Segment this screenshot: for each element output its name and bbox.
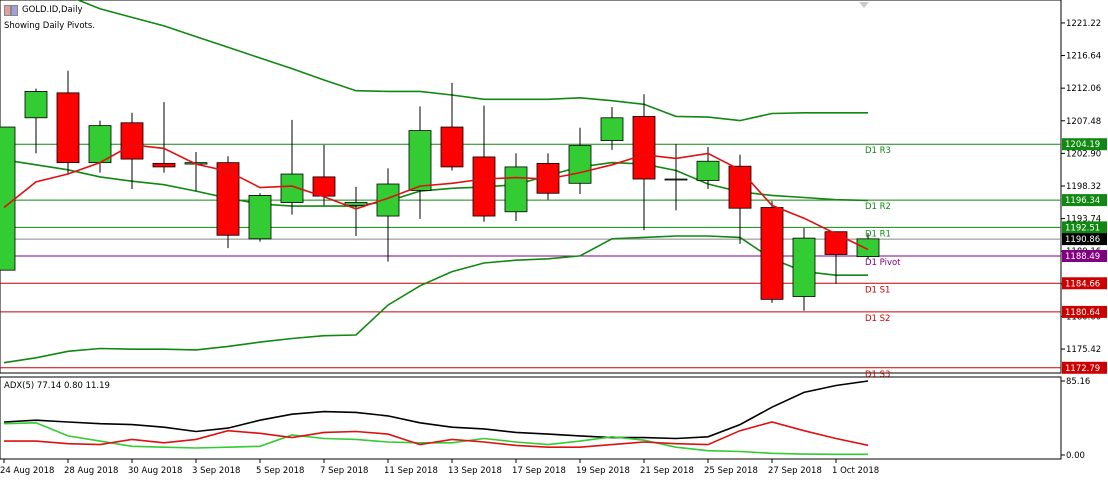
price-tick-label-5: 1198.32: [1066, 182, 1101, 192]
price-tick-label-3: 1207.48: [1066, 117, 1101, 127]
candle-body-9: [280, 173, 304, 203]
pivot-tag-bg-0: [1062, 138, 1107, 151]
candle-body-16: [504, 166, 528, 213]
band-middle-line: [3, 159, 869, 207]
pivot-price-tags: 1204.19 1196.34 1192.51 1188.49 1184.66 1180.…: [1062, 138, 1107, 374]
pivot-label-4: D1 S1: [865, 285, 890, 295]
candle-body-25: [792, 237, 816, 297]
candle-body-19: [600, 117, 624, 141]
time-tick-label-10: 21 Sep 2018: [640, 466, 694, 476]
candle-body-27: [856, 238, 880, 258]
pivot-tag-bg-3: [1062, 250, 1107, 263]
pivot-tag-value-3: 1188.49: [1065, 252, 1100, 262]
bands-indicator: [3, 0, 869, 364]
adx-tick-label-0: 85.16: [1066, 377, 1090, 387]
candle-body-18: [568, 145, 592, 184]
pivot-tag-bg-5: [1062, 305, 1107, 318]
candle-body-20: [632, 115, 656, 180]
pivot-note: Showing Daily Pivots.: [4, 21, 95, 31]
candle-body-21: [664, 178, 688, 181]
time-tick-label-5: 7 Sep 2018: [320, 466, 368, 476]
candle-body-8: [248, 195, 272, 240]
time-tick-label-13: 1 Oct 2018: [832, 466, 879, 476]
time-tick-label-8: 17 Sep 2018: [512, 466, 566, 476]
price-tick-label-6: 1193.74: [1066, 215, 1101, 225]
pivot-tag-bg-4: [1062, 277, 1107, 290]
pivot-label-3: D1 Pivot: [865, 258, 901, 268]
pivot-label-6: D1 S3: [865, 370, 890, 380]
candle-body-23: [728, 165, 752, 209]
candle-body-24: [760, 207, 784, 300]
price-axis: 1221.22 1216.64 1212.06 1207.48 1202.90 1198.…: [1061, 19, 1101, 355]
time-tick-label-12: 27 Sep 2018: [768, 466, 822, 476]
time-tick-label-0: 24 Aug 2018: [0, 466, 54, 476]
candle-body-14: [440, 126, 464, 168]
adx-axis: 85.16 0.00: [1061, 377, 1090, 461]
candle-body-13: [408, 130, 432, 191]
candle-body-26: [824, 231, 848, 255]
price-tick-label-1: 1216.64: [1066, 52, 1101, 62]
candle-body-22: [696, 160, 720, 181]
pivot-tag-bg-1: [1062, 194, 1107, 207]
current-price-tag-bg: [1062, 233, 1107, 246]
pivot-tag-bg-6: [1062, 361, 1107, 374]
price-tick-label-4: 1202.90: [1066, 149, 1101, 159]
price-tick-label-10: 1175.42: [1066, 345, 1101, 355]
candle-body-1: [24, 91, 48, 119]
candle-body-5: [152, 162, 176, 168]
time-tick-label-2: 30 Aug 2018: [128, 466, 182, 476]
time-tick-label-6: 11 Sep 2018: [384, 466, 438, 476]
time-tick-label-1: 28 Aug 2018: [64, 466, 118, 476]
candle-body-4: [120, 122, 144, 160]
candlesticks: [0, 70, 880, 311]
time-tick-label-7: 13 Sep 2018: [448, 466, 502, 476]
pivot-tag-value-4: 1184.66: [1065, 279, 1100, 289]
pivot-tag-bg-2: [1062, 221, 1107, 234]
candle-body-3: [88, 125, 112, 164]
candle-body-2: [56, 92, 80, 164]
chart-shift-marker[interactable]: [859, 2, 869, 8]
chart-icon: [4, 5, 18, 16]
time-tick-label-4: 5 Sep 2018: [256, 466, 304, 476]
pivot-tag-value-6: 1172.79: [1065, 364, 1100, 374]
band-lower-line: [3, 235, 868, 364]
current-price-tag-value: 1190.86: [1065, 235, 1100, 245]
adx-label: ADX(5) 77.14 0.80 11.19: [4, 381, 110, 391]
candle-body-12: [376, 183, 400, 217]
pivot-label-0: D1 R3: [865, 146, 891, 156]
pivot-lines: D1 R3 D1 R2 D1 R1 D1 Pivot D1 S1 D1 S2 D1 S3: [0, 143, 1061, 380]
adx-series-minus_di: [4, 421, 869, 449]
pivot-label-2: D1 R1: [865, 229, 891, 239]
adx-panel-frame: [0, 376, 1062, 460]
pivot-label-5: D1 S2: [865, 314, 890, 324]
main-panel-frame: [0, 0, 1062, 374]
candle-body-7: [216, 162, 240, 236]
price-tick-label-2: 1212.06: [1066, 84, 1101, 94]
candle-body-11: [344, 202, 368, 206]
candle-body-0: [0, 126, 16, 271]
symbol-label: GOLD.ID,Daily: [22, 5, 83, 15]
time-tick-label-11: 25 Sep 2018: [704, 466, 758, 476]
adx-lines: [3, 380, 869, 456]
candle-body-10: [312, 176, 336, 197]
adx-tick-label-1: 0.00: [1066, 451, 1085, 461]
pivot-tag-value-1: 1196.34: [1065, 196, 1100, 206]
time-axis: 24 Aug 2018 28 Aug 2018 30 Aug 2018 3 Sep 2…: [0, 459, 879, 476]
ma-fast-line: [3, 143, 869, 251]
time-tick-label-9: 19 Sep 2018: [576, 466, 630, 476]
candle-body-15: [472, 156, 496, 217]
adx-series-adx: [3, 380, 869, 440]
pivot-label-1: D1 R2: [865, 202, 891, 212]
moving-average: [3, 143, 869, 251]
pivot-tag-value-5: 1180.64: [1065, 308, 1100, 318]
band-upper-line: [75, 0, 868, 122]
pivot-tag-value-2: 1192.51: [1065, 223, 1100, 233]
time-tick-label-3: 3 Sep 2018: [192, 466, 240, 476]
pivot-tag-value-0: 1204.19: [1065, 140, 1100, 150]
price-tick-label-0: 1221.22: [1066, 19, 1101, 29]
